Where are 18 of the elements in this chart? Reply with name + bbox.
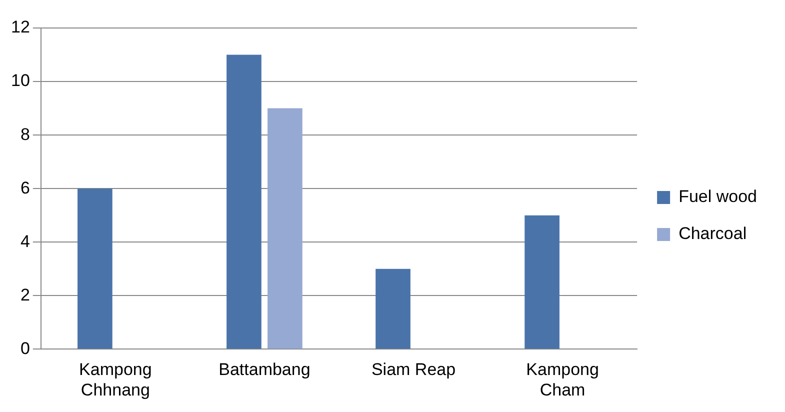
- legend-label: Charcoal: [678, 224, 747, 244]
- bar: [78, 188, 112, 349]
- x-tick-label: Battambang: [218, 360, 310, 380]
- y-tick-label: 0: [20, 338, 30, 358]
- bar: [268, 108, 302, 349]
- x-tick-label: Kampong Chhnang: [79, 360, 152, 400]
- y-tick-label: 8: [20, 124, 30, 144]
- y-tick-label: 2: [20, 285, 30, 304]
- y-tick-label: 4: [20, 232, 30, 251]
- x-tick-label: Siam Reap: [371, 360, 456, 380]
- bar: [524, 215, 560, 349]
- bar: [376, 268, 410, 349]
- x-tick-label: Kampong Cham: [526, 360, 599, 400]
- y-tick-label: 6: [20, 178, 30, 198]
- legend-label: Fuel wood: [678, 187, 758, 206]
- y-tick-label: 12: [10, 18, 30, 37]
- y-tick-label: 10: [10, 71, 30, 90]
- bar: [226, 54, 262, 349]
